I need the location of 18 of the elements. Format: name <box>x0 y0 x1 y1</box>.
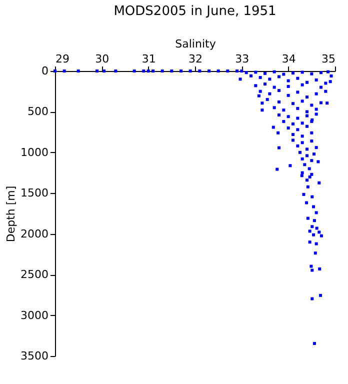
y-tick-label: 1500 <box>20 186 48 200</box>
y-tick-label: 500 <box>28 105 48 118</box>
y-axis-title: Depth [m] <box>4 186 18 242</box>
x-tick-label: 35 <box>322 52 336 66</box>
x-tick-label: 31 <box>142 52 156 66</box>
x-tick-label: 30 <box>95 52 110 66</box>
y-tick-label: 3500 <box>20 350 48 362</box>
x-tick-label: 33 <box>235 52 250 66</box>
y-tick-label: 2500 <box>20 268 48 282</box>
y-tick-label: 3000 <box>20 308 48 322</box>
y-tick-label: 0 <box>42 64 48 78</box>
x-tick-label: 34 <box>282 52 296 66</box>
x-tick-label: 32 <box>188 52 202 66</box>
chart-title: MODS2005 in June, 1951 <box>114 4 276 19</box>
x-tick-label: 29 <box>56 52 70 66</box>
x-axis-title: Salinity <box>175 38 216 50</box>
y-tick-label: 1000 <box>20 146 48 159</box>
y-tick-label: 2000 <box>20 227 48 240</box>
